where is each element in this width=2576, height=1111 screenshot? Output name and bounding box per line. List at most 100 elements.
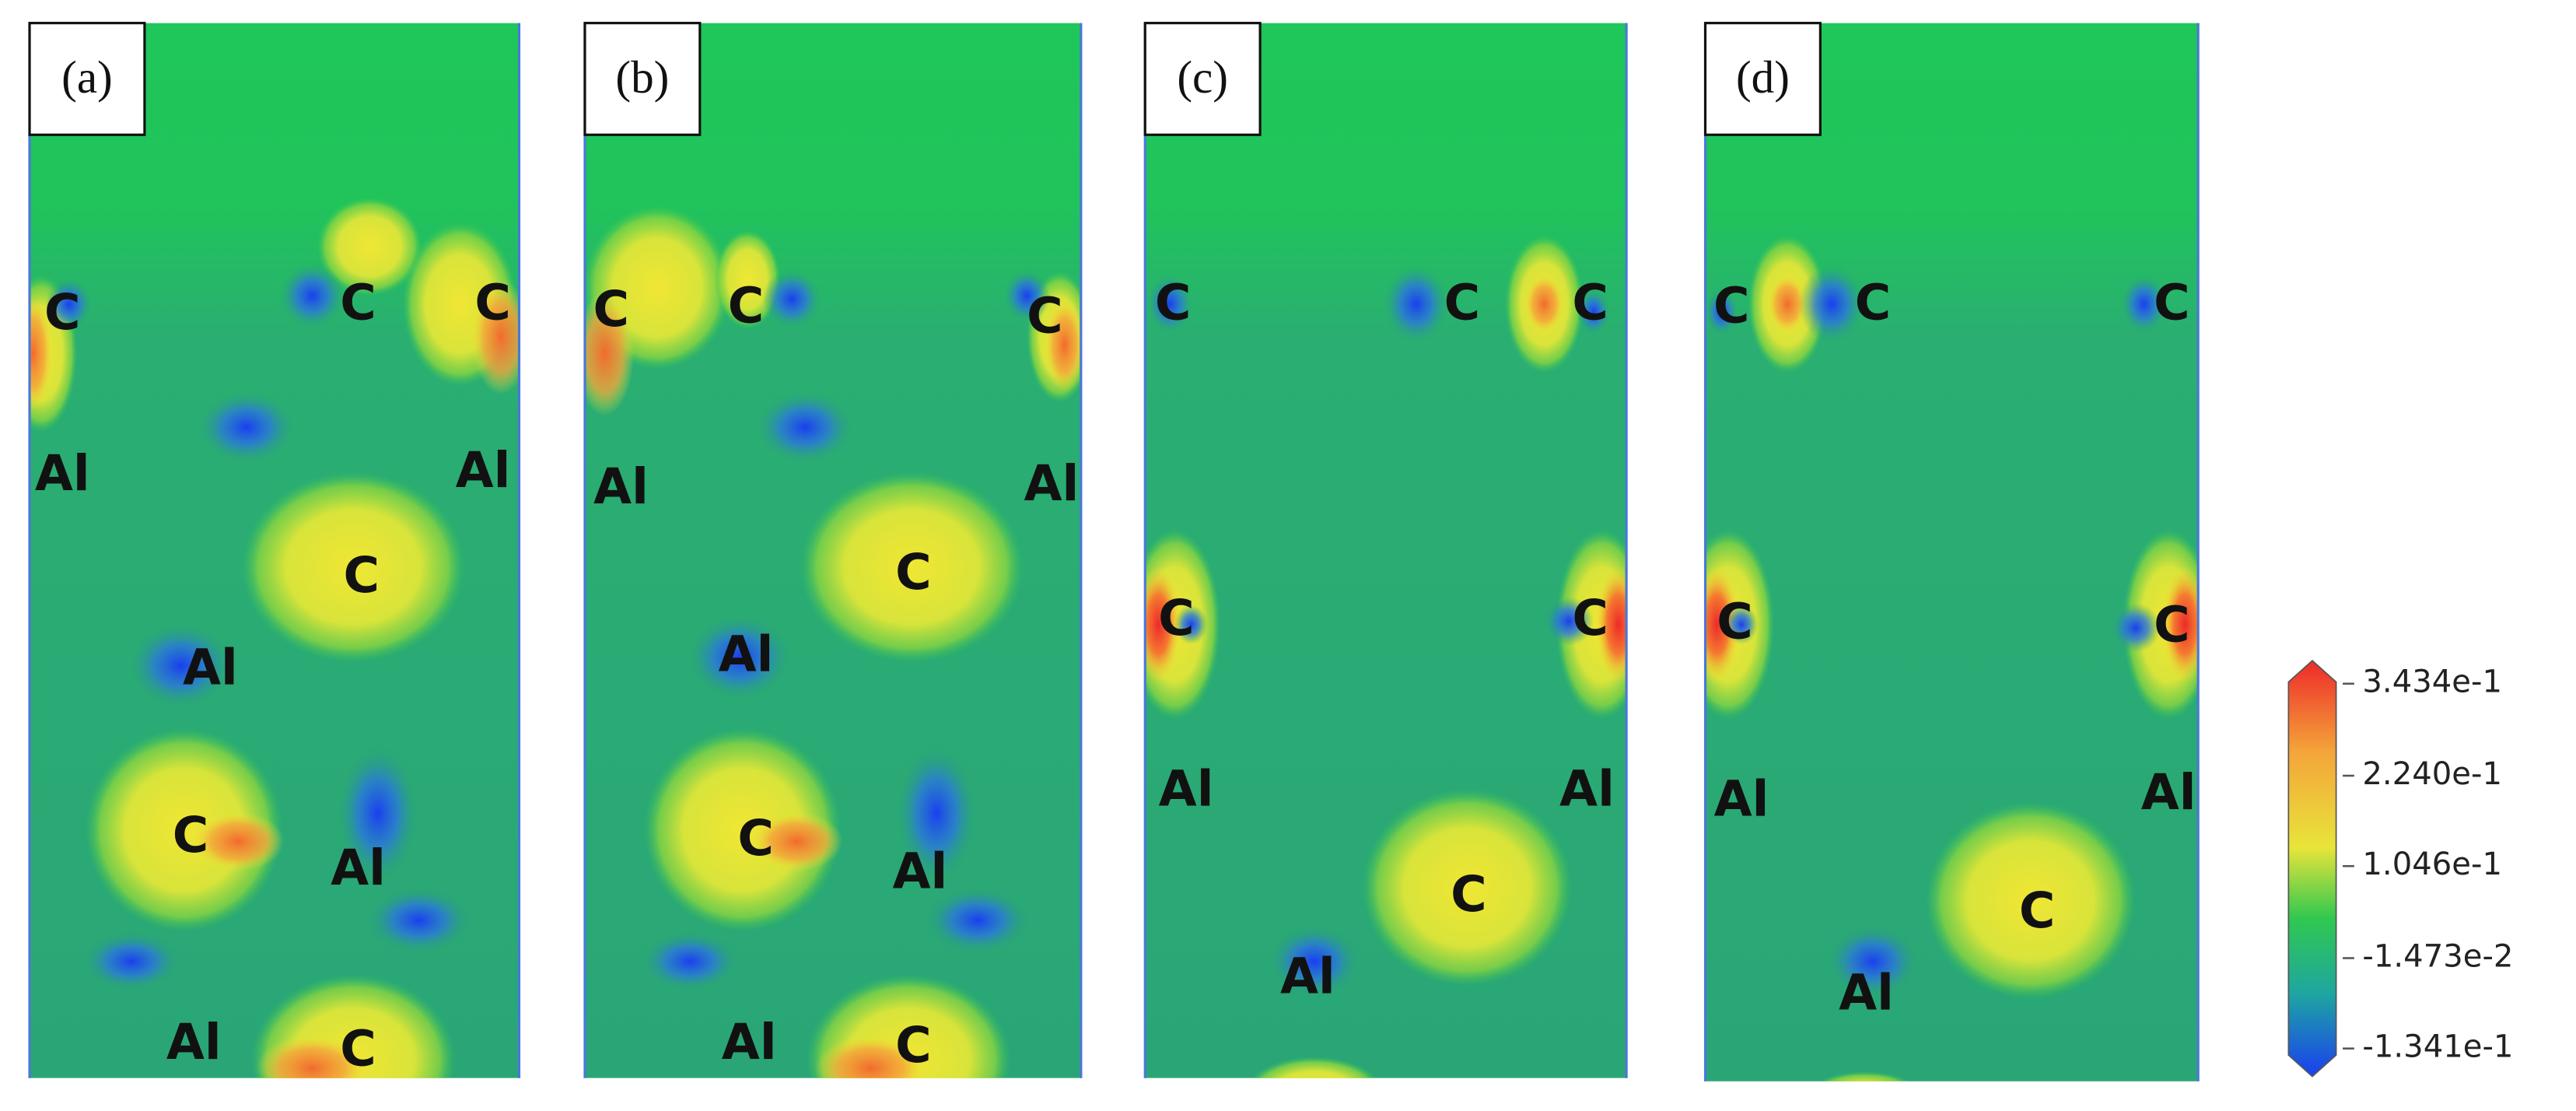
density-lobe <box>1383 265 1449 344</box>
panel: (d) C C C C C Al Al C Al <box>1703 22 2200 1081</box>
density-lobe <box>85 727 283 932</box>
panel: (c) C C C C C Al Al C Al <box>1143 22 1628 1078</box>
density-lobe <box>1524 274 1564 334</box>
panel-label: (d) <box>1736 51 1790 103</box>
atom-label: Al <box>722 1013 777 1071</box>
atom-label: Al <box>1714 769 1769 827</box>
density-lobe <box>1577 289 1610 335</box>
density-lobe <box>640 931 740 991</box>
atom-label: Al <box>892 842 947 899</box>
label-box <box>1143 22 1262 136</box>
atom-label: C <box>593 280 630 338</box>
atom-label: C <box>737 809 774 867</box>
colorbar-label: -1.473e-2 <box>2362 939 2513 975</box>
density-lobe <box>1925 801 2136 1000</box>
atom-label: C <box>340 274 376 331</box>
atom-label: C <box>1717 592 1753 650</box>
contour-map <box>30 23 520 1078</box>
density-lobe <box>1145 565 1181 684</box>
atom-label: C <box>1444 274 1480 331</box>
atom-label: Al <box>593 457 649 515</box>
atom-label: Al <box>35 444 90 502</box>
colorbar-label: 3.434e-1 <box>2362 664 2502 700</box>
contour-map <box>1145 23 1627 1078</box>
density-lobe <box>1362 788 1573 987</box>
contour-map <box>1705 23 2199 1081</box>
panel-label: (b) <box>615 51 669 103</box>
density-lobe <box>2161 565 2199 684</box>
atom-label: C <box>895 1016 932 1074</box>
density-lobe <box>1003 269 1050 323</box>
panel-label: (c) <box>1177 51 1228 103</box>
density-lobe <box>1268 925 1360 998</box>
atom-label: C <box>1572 589 1608 647</box>
density-lobe <box>1818 1071 1911 1081</box>
density-lobe <box>317 197 422 296</box>
label-box <box>583 22 702 136</box>
panel: (b) C C C Al Al C Al C Al Al C <box>583 22 1083 1078</box>
atom-label: C <box>173 806 209 864</box>
density-lobe <box>1594 565 1627 684</box>
panel-label: (a) <box>61 51 113 103</box>
density-lobe <box>197 391 296 464</box>
density-lobe <box>1798 265 1865 344</box>
atom-label: Al <box>2141 763 2196 821</box>
density-lobe <box>686 615 793 700</box>
atom-label: Al <box>166 1013 222 1071</box>
density-lobe <box>895 744 978 883</box>
atom-label: C <box>1451 865 1486 923</box>
label-box <box>1703 22 1822 136</box>
density-lobe <box>925 887 1031 954</box>
density-lobe <box>584 290 635 416</box>
density-lobe <box>800 471 1024 663</box>
density-lobe <box>1705 289 1738 335</box>
density-lobe <box>644 727 842 932</box>
atom-label: C <box>2019 881 2056 939</box>
density-lobe <box>1251 1057 1377 1078</box>
density-lobe <box>1174 605 1208 645</box>
density-lobe <box>1544 596 1594 647</box>
atom-label: C <box>1155 274 1192 331</box>
colorbar-label: 2.240e-1 <box>2362 756 2502 792</box>
density-lobe <box>2120 274 2168 334</box>
label-box <box>28 22 146 136</box>
density-lobe <box>192 811 285 871</box>
density-lobe <box>1045 299 1081 391</box>
density-lobe <box>1724 605 1759 645</box>
atom-label: Al <box>719 626 774 683</box>
atom-label: Al <box>1024 454 1079 512</box>
atom-label: C <box>895 543 932 601</box>
density-lobe <box>1826 925 1920 998</box>
density-lobe <box>1146 274 1193 334</box>
density-lobe <box>241 471 465 663</box>
density-lobe <box>1705 565 1740 684</box>
panel: (a) C C C Al Al C Al C Al Al C <box>28 22 521 1078</box>
density-lobe <box>366 887 472 954</box>
atom-label: C <box>340 1019 376 1077</box>
density-lobe <box>30 296 53 412</box>
atom-label: Al <box>1839 964 1894 1022</box>
atom-label: C <box>474 274 511 331</box>
density-lobe <box>751 811 843 871</box>
atom-label: Al <box>1159 760 1214 818</box>
atom-label: Al <box>456 441 511 499</box>
atom-label: C <box>1572 274 1608 331</box>
density-lobe <box>128 622 233 709</box>
density-lobe <box>2111 603 2161 653</box>
density-lobe <box>471 279 520 394</box>
density-lobe <box>1767 274 1808 334</box>
colorbar-label: -1.341e-1 <box>2362 1029 2513 1065</box>
density-lobe <box>279 263 345 329</box>
colorbar-label: 1.046e-1 <box>2362 846 2502 882</box>
atom-label: C <box>728 277 765 335</box>
atom-label: Al <box>331 839 386 896</box>
density-lobe <box>337 744 419 883</box>
colorbar <box>2287 660 2337 1078</box>
atom-label: C <box>1027 286 1063 344</box>
atom-label: C <box>343 546 380 604</box>
density-lobe <box>256 1035 369 1078</box>
atom-label: Al <box>1280 948 1335 1005</box>
density-lobe <box>82 931 181 991</box>
